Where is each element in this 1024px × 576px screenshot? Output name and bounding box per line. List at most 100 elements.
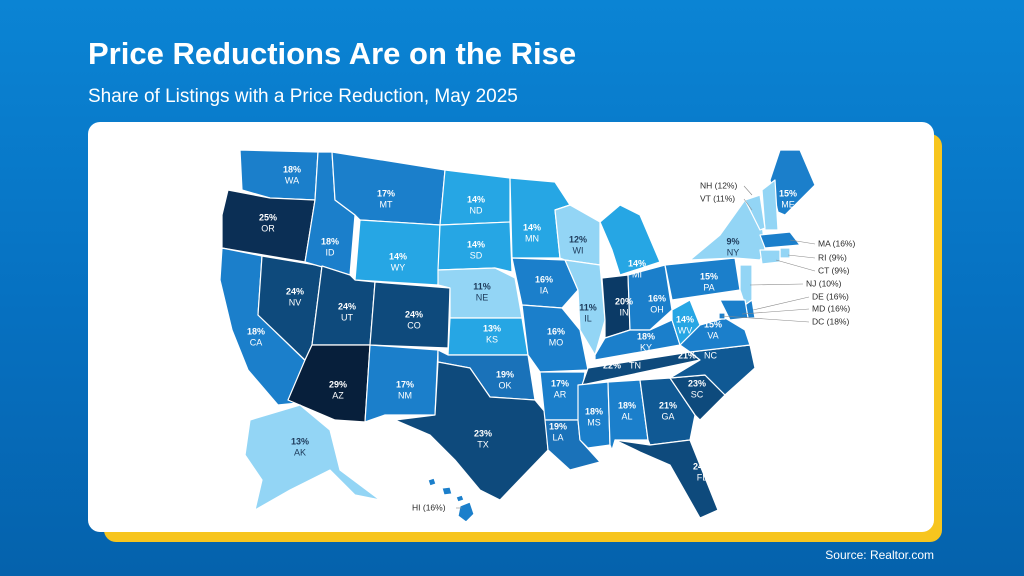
state xyxy=(719,299,749,321)
leader-line xyxy=(741,308,810,315)
value-label: 21% xyxy=(678,350,696,360)
state-abbr: OH xyxy=(650,304,664,314)
state-abbr: LA xyxy=(552,432,563,442)
state-abbr: WV xyxy=(678,325,693,335)
labels: 18%WA25%OR18%CA24%NV18%ID17%MT14%WY24%UT… xyxy=(247,164,855,512)
state xyxy=(437,221,513,273)
value-label: 14% xyxy=(676,314,694,324)
state-abbr: NE xyxy=(476,292,489,302)
value-label: 20% xyxy=(615,296,633,306)
leader-line xyxy=(749,283,804,286)
callout-label: DE (16%) xyxy=(812,291,849,301)
state-abbr: PA xyxy=(703,282,714,292)
state xyxy=(394,361,549,501)
state-abbr: IA xyxy=(540,285,549,295)
value-label: 24% xyxy=(405,309,423,319)
value-label: 13% xyxy=(483,323,501,333)
state xyxy=(744,194,766,231)
state-abbr: ID xyxy=(326,247,336,257)
value-label: 18% xyxy=(247,326,265,336)
state-abbr: WI xyxy=(573,245,584,255)
value-label: 14% xyxy=(389,251,407,261)
state-abbr: NC xyxy=(704,350,717,360)
value-label: 18% xyxy=(321,236,339,246)
state xyxy=(669,344,756,396)
callout-label: CT (9%) xyxy=(818,265,850,275)
state-abbr: MN xyxy=(525,233,539,243)
state-abbr: VA xyxy=(707,330,718,340)
value-label: 24% xyxy=(693,461,711,471)
leader-line xyxy=(743,185,753,196)
value-label: 17% xyxy=(396,379,414,389)
state xyxy=(671,299,701,346)
value-label: 24% xyxy=(338,301,356,311)
leader-line xyxy=(721,315,810,323)
state xyxy=(614,439,719,519)
value-label: 29% xyxy=(329,379,347,389)
state-abbr: GA xyxy=(661,411,674,421)
state-abbr: ME xyxy=(781,199,795,209)
state-abbr: KY xyxy=(640,342,652,352)
state xyxy=(759,249,781,265)
state-abbr: CA xyxy=(250,337,263,347)
callout-label: MD (16%) xyxy=(812,303,850,313)
callout-label: DC (18%) xyxy=(812,316,849,326)
state-abbr: WY xyxy=(391,262,406,272)
callout-label: HI (16%) xyxy=(412,502,446,512)
value-label: 11% xyxy=(473,281,491,291)
callout-label: NJ (10%) xyxy=(806,278,842,288)
value-label: 18% xyxy=(283,164,301,174)
value-label: 14% xyxy=(523,222,541,232)
state-abbr: FL xyxy=(697,472,708,482)
value-label: 11% xyxy=(579,302,597,312)
state xyxy=(761,179,779,231)
states xyxy=(219,149,816,523)
leader-line xyxy=(787,254,816,259)
state-abbr: ND xyxy=(470,205,483,215)
value-label: 18% xyxy=(637,331,655,341)
state-abbr: NV xyxy=(289,297,302,307)
state-abbr: AK xyxy=(294,447,306,457)
state-abbr: AL xyxy=(621,411,632,421)
state-abbr: NY xyxy=(727,247,740,257)
state-abbr: OR xyxy=(261,223,275,233)
value-label: 15% xyxy=(704,319,722,329)
state-abbr: WA xyxy=(285,175,299,185)
state-abbr: CO xyxy=(407,320,421,330)
value-label: 17% xyxy=(551,378,569,388)
state-abbr: UT xyxy=(341,312,353,322)
state-abbr: TX xyxy=(477,439,489,449)
callout-label: NH (12%) xyxy=(700,180,737,190)
state-abbr: MO xyxy=(549,337,564,347)
value-label: 25% xyxy=(259,212,277,222)
value-label: 19% xyxy=(496,369,514,379)
title: Price Reductions Are on the Rise xyxy=(88,36,577,71)
value-label: 14% xyxy=(467,239,485,249)
state-abbr: NM xyxy=(398,390,412,400)
value-label: 23% xyxy=(474,428,492,438)
value-label: 16% xyxy=(547,326,565,336)
value-label: 24% xyxy=(286,286,304,296)
state xyxy=(759,231,801,249)
state xyxy=(594,319,681,361)
value-label: 16% xyxy=(535,274,553,284)
value-label: 12% xyxy=(569,234,587,244)
value-label: 13% xyxy=(291,436,309,446)
value-label: 21% xyxy=(659,400,677,410)
state-abbr: TN xyxy=(629,360,641,370)
state xyxy=(599,204,661,276)
state-abbr: SD xyxy=(470,250,483,260)
state xyxy=(427,477,475,523)
leader-line xyxy=(752,296,810,311)
value-label: 18% xyxy=(585,406,603,416)
callout-label: RI (9%) xyxy=(818,252,847,262)
state xyxy=(627,264,673,331)
leader-line xyxy=(743,198,753,211)
value-label: 22% xyxy=(603,360,621,370)
state-abbr: IL xyxy=(584,313,592,323)
value-label: 14% xyxy=(628,258,646,268)
state xyxy=(779,247,791,259)
value-label: 18% xyxy=(618,400,636,410)
